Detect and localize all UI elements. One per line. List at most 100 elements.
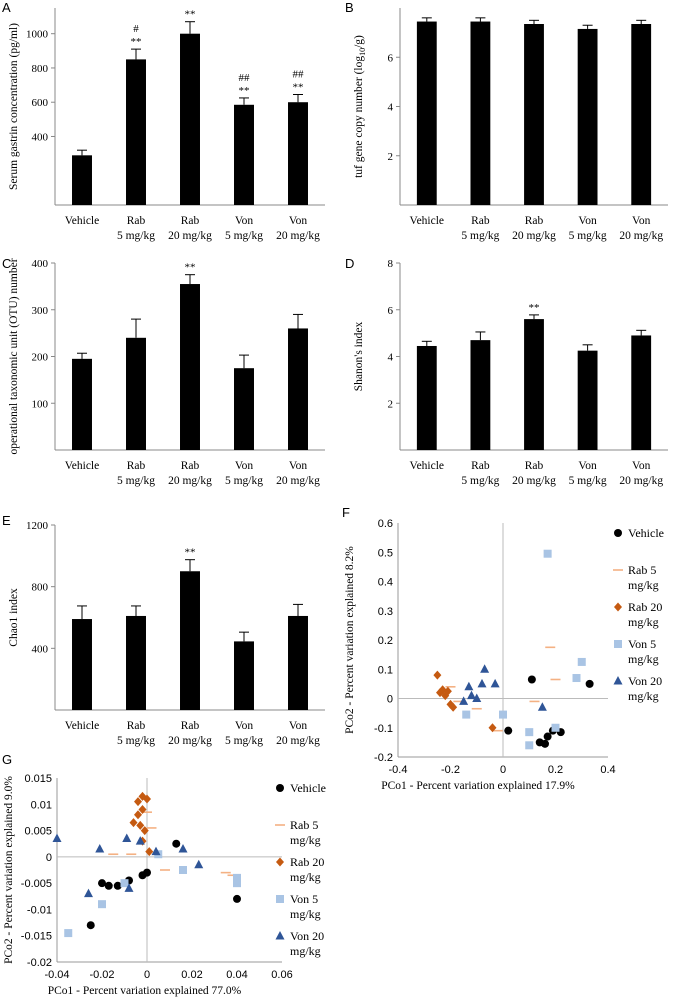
point-square (577, 657, 586, 666)
y-tick-label: 0 (387, 694, 393, 706)
y-tick-label: 0.5 (378, 547, 393, 559)
legend-label: mg/kg (628, 652, 659, 666)
point-square (499, 710, 507, 719)
panel-label: G (2, 752, 12, 767)
y-tick-label: -0.02 (27, 957, 52, 969)
y-tick-label: 6 (388, 52, 394, 64)
legend-label: mg/kg (628, 615, 659, 629)
bar (126, 59, 146, 206)
x-tick-label: 20 mg/kg (276, 475, 320, 487)
y-tick-label: -0.005 (21, 878, 52, 890)
significance-mark: ** (293, 82, 304, 94)
y-tick-label: 8 (388, 258, 394, 270)
y-tick-label: 0.1 (378, 664, 393, 676)
legend-label: Von 5 (290, 892, 318, 906)
bar (416, 21, 437, 206)
x-tick-label: Vehicle (65, 215, 99, 227)
bar (234, 368, 254, 450)
point-circle (172, 839, 181, 848)
bar (631, 24, 652, 205)
point-square (98, 900, 106, 909)
y-tick-label: 0.015 (24, 773, 52, 785)
x-tick-label: 5 mg/kg (117, 230, 155, 242)
legend-label: Rab 20 (628, 600, 662, 614)
point-diamond (145, 847, 154, 857)
x-tick-label: 5 mg/kg (569, 230, 607, 242)
y-tick-label: 600 (32, 97, 49, 109)
x-tick-label: Von (632, 215, 651, 227)
x-tick-label: -0.2 (441, 764, 460, 776)
x-tick-label: 20 mg/kg (512, 475, 556, 487)
legend-label: Rab 5 (290, 818, 318, 832)
point-square (525, 741, 534, 750)
point-circle (614, 529, 622, 537)
point-square (543, 549, 552, 558)
y-tick-label: 0.2 (378, 635, 393, 647)
point-triangle (472, 693, 482, 702)
x-tick-label: 20 mg/kg (512, 230, 556, 242)
legend-label: Rab 5 (628, 563, 656, 577)
x-tick-label: Vehicle (65, 460, 99, 472)
bar (288, 615, 308, 710)
legend-label: mg/kg (628, 578, 659, 592)
y-tick-label: 400 (32, 643, 49, 655)
y-axis-label-sub: 10 (358, 48, 367, 56)
point-triangle (151, 846, 161, 856)
significance-mark: ** (185, 547, 196, 559)
x-tick-label: 0.02 (181, 969, 202, 981)
legend-label: mg/kg (290, 944, 321, 958)
point-diamond (488, 723, 497, 733)
point-triangle (459, 696, 469, 705)
y-tick-label: 800 (32, 582, 49, 594)
point-diamond (134, 810, 142, 820)
y-axis-label: Serum gastrin concentration (pg/ml) (8, 23, 20, 190)
significance-mark: ** (185, 9, 196, 21)
point-square (572, 674, 581, 683)
bar (631, 335, 652, 450)
y-tick-label: -0.01 (27, 904, 52, 916)
x-tick-label: 20 mg/kg (168, 475, 212, 487)
legend-label: Rab 20 (290, 855, 324, 869)
point-square (233, 873, 241, 882)
legend-label: mg/kg (628, 689, 659, 703)
y-tick-label: 6 (388, 305, 394, 317)
point-circle (585, 679, 594, 688)
point-circle (86, 921, 95, 930)
y-tick-label: 0.4 (378, 577, 393, 589)
x-tick-label: Von (235, 460, 254, 472)
point-circle (541, 739, 549, 748)
y-tick-label: 1000 (26, 29, 49, 41)
point-triangle (537, 702, 547, 711)
point-square (179, 866, 187, 874)
point-triangle (52, 833, 62, 842)
significance-mark: ** (131, 36, 142, 48)
legend-label: mg/kg (290, 833, 321, 847)
bar (72, 155, 92, 205)
x-tick-label: Rab (127, 720, 146, 732)
bar (72, 619, 92, 710)
bar (577, 350, 598, 450)
x-tick-label: 20 mg/kg (168, 735, 212, 747)
point-diamond (138, 805, 147, 815)
y-tick-label: -0.2 (374, 752, 393, 764)
x-tick-label: 5 mg/kg (225, 735, 263, 747)
point-diamond (276, 857, 284, 867)
significance-mark: ## (293, 69, 305, 81)
y-tick-label: 4 (388, 352, 394, 364)
y-tick-label: 0 (46, 852, 52, 864)
point-circle (543, 732, 552, 741)
legend-label: Von 20 (290, 929, 324, 943)
panel-label: C (2, 256, 11, 271)
bar (470, 21, 491, 206)
y-axis-label-tail: /g) (353, 35, 365, 48)
significance-mark: ** (185, 262, 196, 274)
x-tick-label: Rab (181, 720, 200, 732)
x-tick-label: 5 mg/kg (117, 735, 155, 747)
x-tick-label: Von (578, 215, 597, 227)
y-tick-label: 400 (32, 131, 49, 143)
x-tick-label: 5 mg/kg (461, 230, 499, 242)
point-circle (233, 894, 241, 903)
point-square (525, 728, 534, 737)
x-tick-label: 5 mg/kg (117, 475, 155, 487)
point-square (64, 929, 73, 938)
